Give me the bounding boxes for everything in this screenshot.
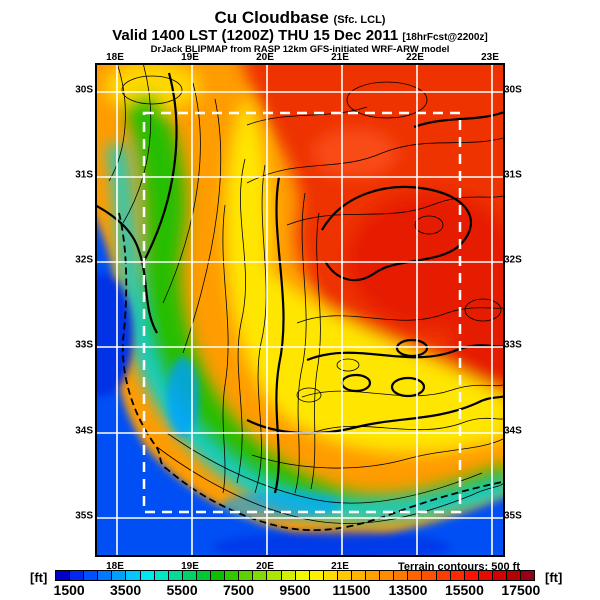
colorbar-segment-8000 xyxy=(253,571,268,580)
valid-suffix: [18hrFcst@2200z] xyxy=(402,32,488,43)
colorbar-segment-16500 xyxy=(492,571,507,580)
terrain-contours-thin xyxy=(108,65,503,524)
coastline xyxy=(118,212,503,532)
cloudbase-colorbar xyxy=(55,570,535,581)
colorbar-label-9500: 9500 xyxy=(279,582,311,598)
model-info-line: DrJack BLIPMAP from RASP 12km GFS-initia… xyxy=(150,44,450,55)
lon-tick-bottom-21E: 21E xyxy=(331,561,349,572)
lon-tick-top-18E: 18E xyxy=(106,52,124,63)
colorbar-segment-5500 xyxy=(182,571,197,580)
valid-main: Valid 1400 LST (1200Z) THU 15 Dec 2011 xyxy=(112,27,399,44)
colorbar-segment-14000 xyxy=(422,571,437,580)
unit-label-left: [ft] xyxy=(30,570,48,585)
colorbar-segment-12000 xyxy=(366,571,381,580)
colorbar-segment-15500 xyxy=(464,571,479,580)
colorbar-segment-1000 xyxy=(56,571,71,580)
lat-tick-right-35S: 35S xyxy=(504,510,522,522)
colorbar-segment-13500 xyxy=(408,571,423,580)
lon-tick-bottom-19E: 19E xyxy=(181,561,199,572)
colorbar-segment-11000 xyxy=(337,571,352,580)
colorbar-label-15500: 15500 xyxy=(444,582,484,598)
colorbar-segment-11500 xyxy=(351,571,367,580)
lat-tick-left-31S: 31S xyxy=(75,169,93,181)
lon-tick-top-20E: 20E xyxy=(256,52,274,63)
lat-tick-left-35S: 35S xyxy=(75,510,93,522)
colorbar-label-3500: 3500 xyxy=(110,582,142,598)
colorbar-segment-10500 xyxy=(323,571,338,580)
lat-tick-right-34S: 34S xyxy=(504,425,522,437)
colorbar-segment-7500 xyxy=(239,571,254,580)
colorbar-segment-14500 xyxy=(436,571,451,580)
lat-tick-right-33S: 33S xyxy=(504,339,522,351)
colorbar-segment-7000 xyxy=(225,571,240,580)
inner-domain-boundary xyxy=(142,111,462,514)
colorbar-segment-10000 xyxy=(309,571,324,580)
lon-tick-bottom-20E: 20E xyxy=(256,561,274,572)
lat-tick-left-32S: 32S xyxy=(75,254,93,266)
lon-tick-top-22E: 22E xyxy=(406,52,424,63)
colorbar-segment-1500 xyxy=(70,571,85,580)
lat-tick-right-30S: 30S xyxy=(504,84,522,96)
colorbar-segment-17500 xyxy=(521,571,535,580)
colorbar-segment-2500 xyxy=(98,571,113,580)
lon-tick-top-21E: 21E xyxy=(331,52,349,63)
title-main: Cu Cloudbase xyxy=(214,8,329,27)
colorbar-segment-15000 xyxy=(450,571,465,580)
colorbar-label-5500: 5500 xyxy=(166,582,198,598)
colorbar-segment-3500 xyxy=(126,571,141,580)
title-suffix: (Sfc. LCL) xyxy=(333,14,386,26)
valid-time-line: Valid 1400 LST (1200Z) THU 15 Dec 2011 [… xyxy=(0,27,600,44)
forecast-map xyxy=(95,63,505,557)
colorbar-label-7500: 7500 xyxy=(222,582,255,598)
colorbar-segment-17000 xyxy=(507,571,522,580)
terrain-contours-thick xyxy=(97,72,503,494)
lat-tick-left-30S: 30S xyxy=(75,84,93,96)
colorbar-segment-9500 xyxy=(295,571,310,580)
unit-label-right: [ft] xyxy=(545,570,563,585)
lat-tick-right-32S: 32S xyxy=(504,254,522,266)
lon-tick-top-19E: 19E xyxy=(181,52,199,63)
colorbar-segment-13000 xyxy=(394,571,409,580)
colorbar-segment-8500 xyxy=(267,571,282,580)
lon-tick-top-23E: 23E xyxy=(481,52,499,63)
lat-tick-left-33S: 33S xyxy=(75,339,93,351)
colorbar-segment-12500 xyxy=(380,571,395,580)
colorbar-segment-4000 xyxy=(140,571,155,580)
colorbar-segment-2000 xyxy=(84,571,99,580)
lat-tick-left-34S: 34S xyxy=(75,425,93,437)
page-title: Cu Cloudbase (Sfc. LCL) xyxy=(0,8,600,28)
colorbar-label-1500: 1500 xyxy=(53,582,85,598)
colorbar-label-17500: 17500 xyxy=(501,582,541,598)
colorbar-segment-6000 xyxy=(196,571,212,580)
latlon-grid xyxy=(97,65,503,555)
colorbar-segment-16000 xyxy=(478,571,493,580)
colorbar-segment-6500 xyxy=(211,571,226,580)
lat-tick-right-31S: 31S xyxy=(504,169,522,181)
cloudbase-heatmap xyxy=(97,65,503,555)
colorbar-segment-4500 xyxy=(154,571,169,580)
colorbar-label-13500: 13500 xyxy=(388,582,428,598)
colorbar-segment-5000 xyxy=(168,571,183,580)
lon-tick-bottom-18E: 18E xyxy=(106,561,124,572)
colorbar-segment-3000 xyxy=(112,571,127,580)
colorbar-segment-9000 xyxy=(281,571,296,580)
colorbar-label-11500: 11500 xyxy=(332,582,371,598)
